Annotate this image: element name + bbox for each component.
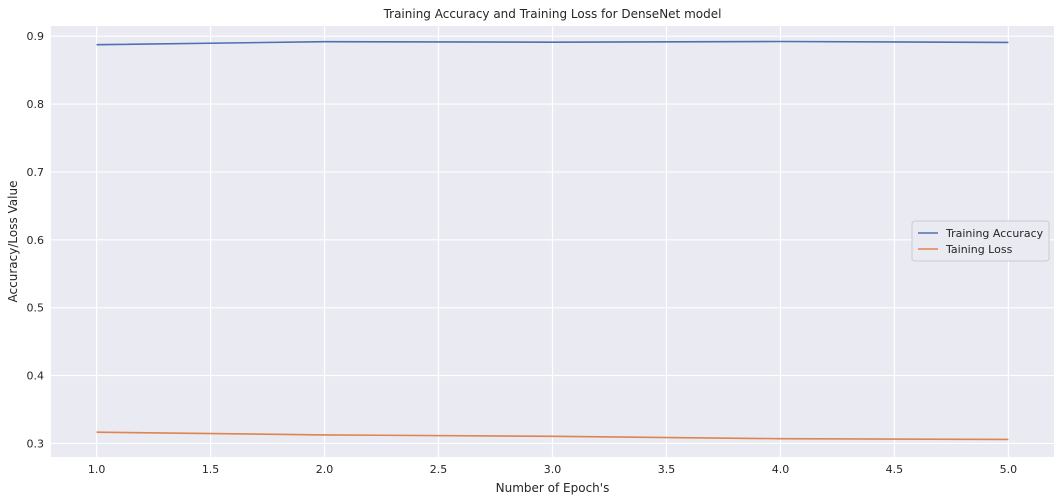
series-line-0 (96, 40, 1009, 46)
y-tick-label: 0.3 (27, 437, 45, 450)
x-axis-label: Number of Epoch's (496, 481, 610, 495)
legend: Training Accuracy Taining Loss (911, 220, 1050, 262)
chart-title: Training Accuracy and Training Loss for … (383, 7, 722, 21)
series-line-1 (96, 431, 1009, 441)
x-tick-label: 2.5 (430, 463, 448, 476)
x-tick-label: 5.0 (1000, 463, 1018, 476)
y-tick-label: 0.5 (27, 302, 45, 315)
x-tick-label: 4.5 (886, 463, 904, 476)
x-tick-label: 1.5 (202, 463, 220, 476)
x-axis-ticks: 1.0 1.5 2.0 2.5 3.0 3.5 4.0 4.5 5.0 (88, 463, 1017, 476)
y-tick-label: 0.9 (27, 30, 45, 43)
series-layer (96, 40, 1009, 441)
y-tick-label: 0.6 (27, 234, 45, 247)
y-tick-label: 0.7 (27, 166, 45, 179)
y-axis-label: Accuracy/Loss Value (6, 181, 20, 303)
x-tick-label: 3.5 (658, 463, 676, 476)
y-tick-label: 0.8 (27, 98, 45, 111)
legend-box (911, 220, 1050, 262)
x-tick-label: 1.0 (88, 463, 106, 476)
x-tick-label: 3.0 (544, 463, 562, 476)
legend-label: Training Accuracy (945, 227, 1044, 240)
x-tick-label: 4.0 (772, 463, 790, 476)
y-axis-ticks: 0.3 0.4 0.5 0.6 0.7 0.8 0.9 (27, 30, 45, 450)
y-tick-label: 0.4 (27, 370, 45, 383)
grid (51, 26, 1054, 457)
x-tick-label: 2.0 (316, 463, 334, 476)
legend-label: Taining Loss (945, 243, 1013, 256)
